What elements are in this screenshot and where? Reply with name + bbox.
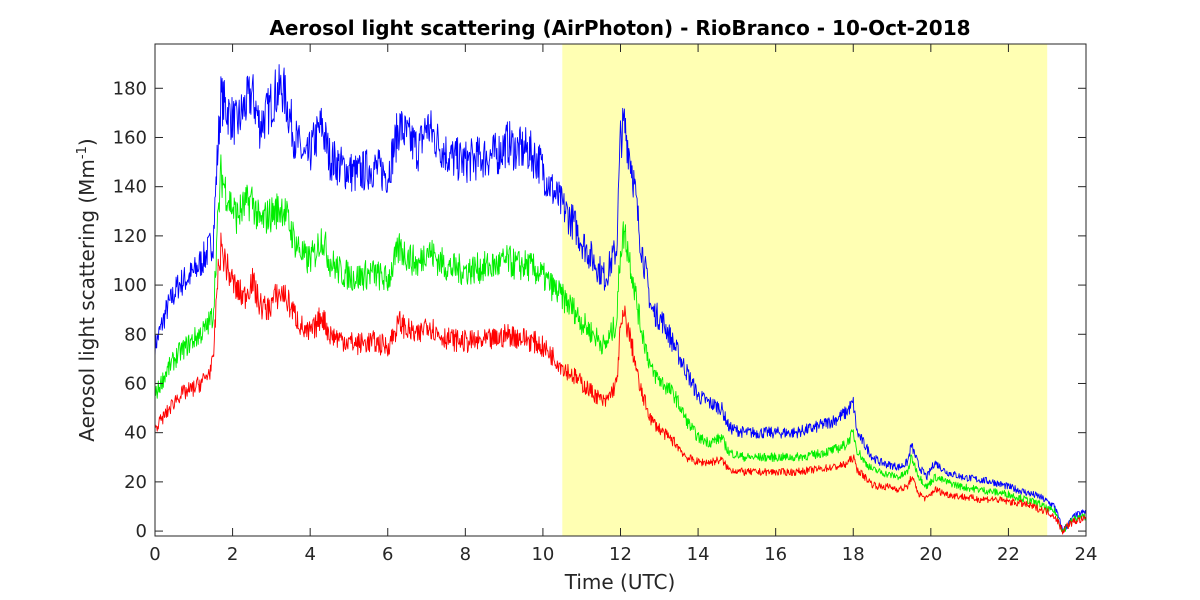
x-tick-label: 22	[997, 544, 1020, 565]
series-line-2	[154, 154, 1087, 533]
chart-title: Aerosol light scattering (AirPhoton) - R…	[269, 16, 970, 40]
y-tick-label: 0	[136, 521, 147, 542]
y-tick-label: 100	[113, 275, 147, 296]
x-tick-label: 14	[687, 544, 710, 565]
y-tick-label: 120	[113, 226, 147, 247]
y-tick-label: 160	[113, 127, 147, 148]
x-tick-label: 12	[609, 544, 632, 565]
series-line-3	[154, 232, 1087, 535]
x-tick-label: 16	[764, 544, 787, 565]
y-tick-label: 20	[124, 472, 147, 493]
x-axis-label: Time (UTC)	[564, 570, 676, 594]
x-tick-label: 10	[531, 544, 554, 565]
y-axis-label-main: Aerosol light scattering (Mm	[75, 159, 99, 442]
y-tick-label: 140	[113, 177, 147, 198]
x-tick-label: 0	[149, 544, 160, 565]
x-tick-label: 2	[227, 544, 238, 565]
x-tick-label: 8	[460, 544, 471, 565]
x-tick-label: 6	[382, 544, 393, 565]
x-tick-label: 20	[919, 544, 942, 565]
y-tick-label: 80	[124, 324, 147, 345]
y-axis-label: Aerosol light scattering (Mm-1)	[75, 138, 99, 441]
y-tick-label: 40	[124, 423, 147, 444]
x-tick-label: 18	[842, 544, 865, 565]
highlight-region	[562, 44, 1048, 536]
y-tick-label: 180	[113, 78, 147, 99]
x-tick-label: 24	[1075, 544, 1098, 565]
y-axis-label-superscript: -1	[75, 146, 90, 159]
plot-area: 0 2 4 6 8 10 12 14 16 18 20 22 240204060801001201401…	[113, 43, 1098, 565]
y-tick-label: 60	[124, 373, 147, 394]
series-line-1	[154, 64, 1087, 533]
x-tick-label: 4	[304, 544, 315, 565]
y-axis-label-close: )	[75, 138, 99, 146]
